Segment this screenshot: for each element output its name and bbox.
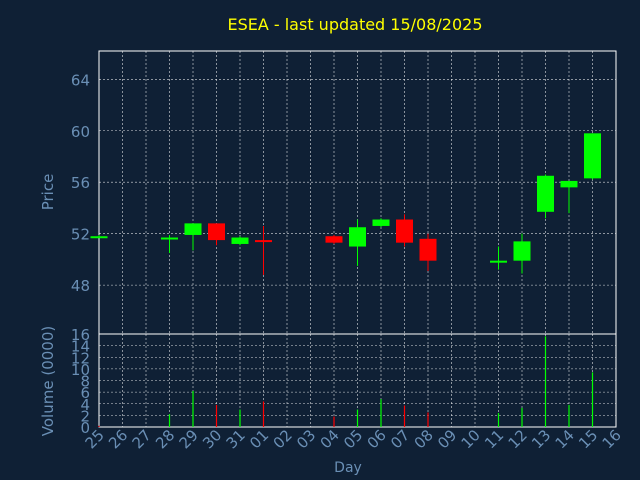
volume-tick-label: 6 [80,384,90,402]
x-tick-label: 31 [223,426,249,452]
x-tick-label: 28 [152,426,178,452]
candle-body [396,219,413,243]
candle-body [184,223,202,235]
x-tick-label: 02 [270,426,296,452]
candle-body [208,223,225,241]
x-tick-label: 30 [199,426,225,452]
volume-axis-label: Volume (0000) [39,326,57,436]
candle-body [90,236,108,239]
x-tick-label: 14 [552,426,578,452]
price-tick-label: 64 [71,71,90,89]
candle-body [490,260,507,263]
x-tick-label: 06 [364,426,390,452]
volume-tick-label: 8 [80,373,90,391]
x-tick-label: 26 [105,426,131,452]
volume-tick-label: 0 [80,419,90,437]
volume-tick-label: 10 [71,361,90,379]
x-tick-label: 07 [387,426,413,452]
x-tick-label: 29 [176,426,202,452]
candle-body [560,180,578,188]
candle-body [231,237,249,244]
volume-tick-label: 14 [71,338,90,356]
chart-title: ESEA - last updated 15/08/2025 [227,15,482,34]
x-tick-label: 15 [575,426,601,452]
price-tick-label: 48 [71,277,90,295]
price-tick-label: 60 [71,123,90,141]
candle-body [161,237,178,240]
volume-tick-label: 16 [71,326,90,344]
volume-tick-label: 2 [80,407,90,425]
candle-body [255,240,272,243]
candle-body [325,236,343,243]
x-tick-label: 27 [129,426,155,452]
price-panel: 48 52 56 60 64 [71,50,617,335]
x-tick-label: 08 [411,426,437,452]
price-tick-label: 52 [71,226,90,244]
candle-body [513,241,531,261]
candle-body [419,238,437,261]
x-tick-labels: 2526272829303101020304050607080910111213… [82,426,625,452]
x-tick-label: 10 [458,426,484,452]
price-axis-label: Price [39,174,57,211]
x-tick-label: 04 [317,426,343,452]
candle-body [349,227,366,247]
x-tick-label: 03 [293,426,319,452]
candle-body [584,133,601,179]
x-tick-label: 13 [528,426,554,452]
x-tick-label: 01 [246,426,272,452]
volume-tick-label: 4 [80,396,90,414]
x-tick-label: 16 [599,426,625,452]
x-axis-label: Day [334,460,362,476]
volume-tick-label: 12 [71,349,90,367]
x-tick-label: 11 [481,426,507,452]
x-tick-label: 05 [340,426,366,452]
price-tick-label: 56 [71,174,90,192]
candle-body [537,175,554,212]
x-tick-label: 12 [505,426,531,452]
x-tick-label: 09 [434,426,460,452]
candle-body [372,219,390,226]
